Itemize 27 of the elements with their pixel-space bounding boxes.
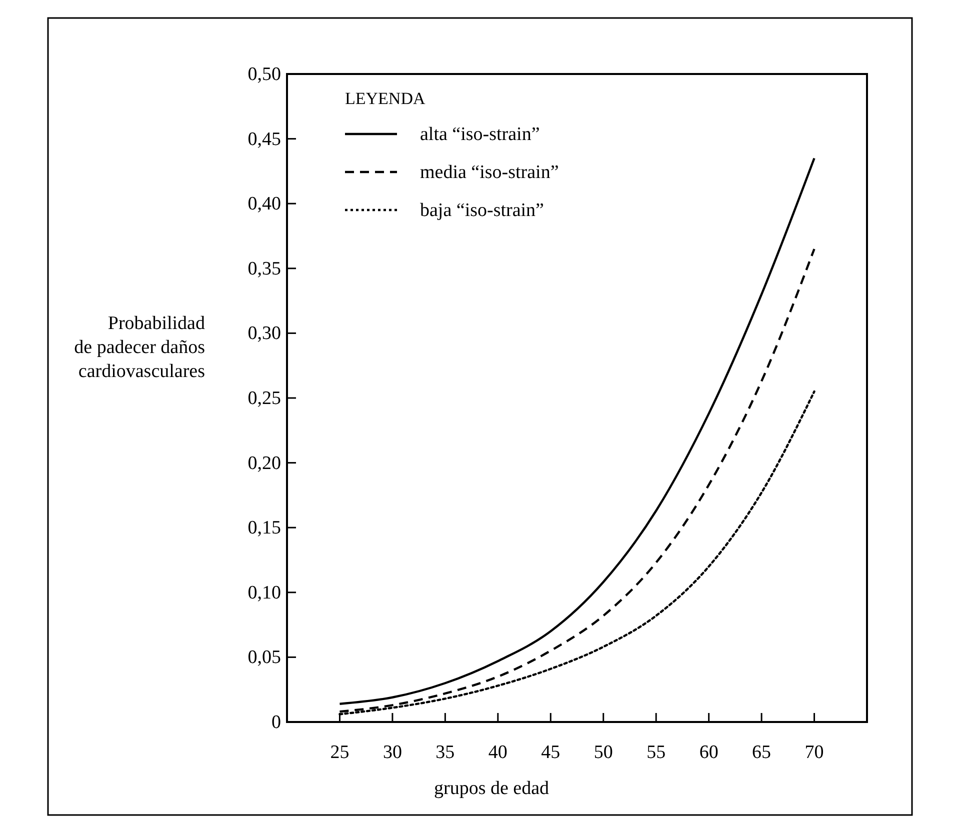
y-tick-label: 0,45 bbox=[248, 128, 281, 150]
x-tick-label: 40 bbox=[488, 742, 508, 763]
x-tick-label: 30 bbox=[382, 742, 402, 763]
x-tick-label: 70 bbox=[804, 742, 824, 763]
y-tick-label: 0,05 bbox=[248, 647, 281, 668]
x-axis-title: grupos de edad bbox=[434, 778, 550, 799]
y-tick-label: 0,50 bbox=[248, 64, 281, 85]
x-tick-label: 65 bbox=[752, 742, 772, 763]
legend-title: LEYENDA bbox=[345, 89, 426, 108]
y-tick-label: 0,15 bbox=[248, 518, 281, 539]
y-tick-label: 0,35 bbox=[248, 258, 281, 280]
x-tick-label: 25 bbox=[330, 742, 350, 763]
legend-label: alta “iso-strain” bbox=[420, 124, 540, 145]
y-tick-label: 0,20 bbox=[248, 452, 281, 474]
x-tick-label: 45 bbox=[541, 742, 560, 763]
x-tick-label: 60 bbox=[699, 742, 718, 763]
legend-label: baja “iso-strain” bbox=[420, 200, 544, 221]
y-tick-label: 0,25 bbox=[248, 388, 281, 409]
y-tick-label: 0,40 bbox=[248, 194, 281, 215]
y-tick-label: 0,10 bbox=[248, 582, 281, 604]
x-tick-label: 35 bbox=[436, 742, 455, 763]
y-tick-label: 0,30 bbox=[248, 323, 281, 344]
x-tick-label: 50 bbox=[594, 742, 613, 763]
x-tick-label: 55 bbox=[646, 742, 666, 763]
legend-label: media “iso-strain” bbox=[420, 162, 559, 183]
y-tick-label: 0 bbox=[272, 712, 281, 733]
y-axis-title: Probabilidad de padecer daños cardiovasculares bbox=[74, 313, 206, 382]
